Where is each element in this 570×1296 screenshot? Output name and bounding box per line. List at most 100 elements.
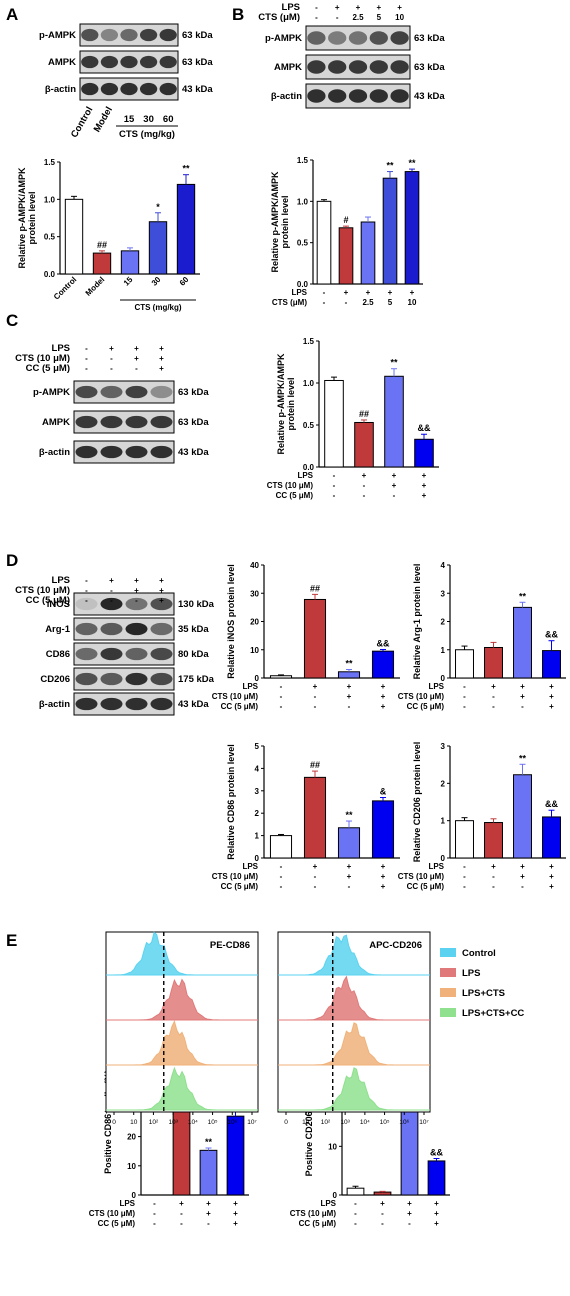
blot-frame [73, 410, 175, 434]
condition-name: LPS [297, 471, 313, 480]
flow-tick-label: 10² [321, 1119, 331, 1126]
blot-band [75, 697, 98, 711]
blot-row-label: AMPK [274, 62, 302, 73]
y-tick-label: 3 [255, 787, 260, 796]
blot-condition-value: + [397, 3, 402, 12]
bar [414, 438, 434, 468]
blot-band [81, 28, 99, 42]
condition-value: + [233, 1199, 238, 1208]
condition-name: CTS (10 μM) [398, 872, 445, 881]
y-axis-label: protein level [286, 377, 296, 430]
y-axis-label: Relative CD86 protein level [226, 744, 236, 860]
condition-name: CC (5 μM) [98, 1219, 136, 1228]
condition-name: CC (5 μM) [407, 702, 445, 711]
condition-value: + [422, 481, 427, 490]
blot-row-label: p-AMPK [39, 30, 76, 41]
blot-condition-name: CTS (10 μM) [15, 585, 70, 596]
legend-swatch [440, 968, 456, 977]
y-axis-label: Relative CD206 protein level [412, 742, 422, 863]
condition-name: CTS (10 μM) [212, 692, 259, 701]
condition-value: 2.5 [362, 298, 374, 307]
bar [354, 421, 374, 468]
y-tick-label: 0 [441, 674, 446, 683]
condition-value: + [344, 288, 349, 297]
flow-tick-label: 10⁷ [247, 1119, 257, 1126]
significance-label: && [545, 630, 558, 640]
blot-condition-name: CC (5 μM) [26, 595, 70, 606]
blot-condition-value: + [335, 3, 340, 12]
x-tick-label: 15 [122, 275, 135, 288]
y-tick-label: 5 [255, 742, 260, 751]
blot-frame [73, 440, 175, 464]
condition-value: - [280, 692, 283, 701]
y-tick-label: 0.5 [297, 239, 309, 248]
blot-row-label: p-AMPK [33, 387, 70, 398]
blot-condition-value: + [356, 3, 361, 12]
y-tick-label: 20 [250, 618, 259, 627]
chart-e2: 0102030Positive CD206⁺ cells (%)**&&LPS-… [290, 1045, 450, 1228]
blot-condition-name: CTS (10 μM) [15, 353, 70, 364]
flow-title: PE-CD86 [210, 940, 250, 951]
y-tick-label: 0.0 [297, 280, 309, 289]
blot-band [81, 82, 99, 96]
condition-value: + [549, 882, 554, 891]
condition-value: - [207, 1219, 210, 1228]
flow-tick-label: 10² [149, 1119, 159, 1126]
blot-row-label: β-actin [271, 91, 302, 102]
blot-lane-label: Control [69, 105, 95, 140]
y-tick-label: 1.0 [303, 379, 315, 388]
blot-band [369, 60, 388, 74]
blot-band [100, 82, 119, 96]
flow-tick-label: 10³ [168, 1119, 178, 1126]
blot-row-label: AMPK [42, 417, 70, 428]
y-axis-label: Relative iNOS protein level [226, 564, 236, 679]
bar [484, 646, 503, 679]
blot-band [81, 55, 99, 69]
condition-value: - [280, 862, 283, 871]
condition-name: CTS (10 μM) [89, 1209, 136, 1218]
blot-condition-value: - [85, 344, 88, 353]
condition-value: 5 [388, 298, 393, 307]
condition-value: - [463, 682, 466, 691]
condition-value: - [363, 481, 366, 490]
flow-tick-label: 10⁴ [360, 1119, 370, 1126]
condition-name: CTS (10 μM) [398, 692, 445, 701]
y-axis-label: Positive CD206⁺ cells (%) [304, 1068, 314, 1177]
blot-band [75, 622, 98, 636]
significance-label: ** [345, 659, 353, 669]
flow-title: APC-CD206 [369, 940, 422, 951]
legend-swatch [440, 988, 456, 997]
blot-size-label: 43 kDa [178, 699, 209, 710]
blot-band [125, 697, 148, 711]
y-tick-label: 2 [255, 809, 260, 818]
blot-condition-value: + [159, 364, 164, 373]
blot-band [369, 31, 388, 45]
blot-condition-value: - [85, 354, 88, 363]
condition-value: + [179, 1199, 184, 1208]
condition-value: - [345, 298, 348, 307]
condition-value: - [463, 702, 466, 711]
y-tick-label: 2 [441, 779, 446, 788]
blot-band [307, 89, 326, 103]
blot-band [100, 28, 119, 42]
bar [513, 606, 532, 679]
blot-band [100, 445, 123, 459]
condition-value: + [434, 1219, 439, 1228]
condition-value: - [521, 882, 524, 891]
condition-value: + [347, 872, 352, 881]
panel-label-e: E [6, 931, 17, 950]
condition-value: - [492, 702, 495, 711]
condition-value: - [463, 882, 466, 891]
blot-row-label: AMPK [48, 57, 76, 68]
condition-value: - [280, 682, 283, 691]
y-tick-label: 4 [255, 764, 260, 773]
x-tick-label: 30 [150, 275, 163, 288]
chart-b: 0.0 0.5 1.0 1.5 Relative p-AMPK/AMPK protein … [270, 156, 423, 307]
y-tick-label: 1.5 [303, 337, 315, 346]
condition-value: + [422, 491, 427, 500]
significance-label: ## [97, 240, 107, 250]
blot-band [390, 89, 409, 103]
y-tick-label: 10 [328, 1142, 337, 1151]
y-tick-label: 1.0 [297, 197, 309, 206]
significance-label: ** [390, 358, 398, 368]
